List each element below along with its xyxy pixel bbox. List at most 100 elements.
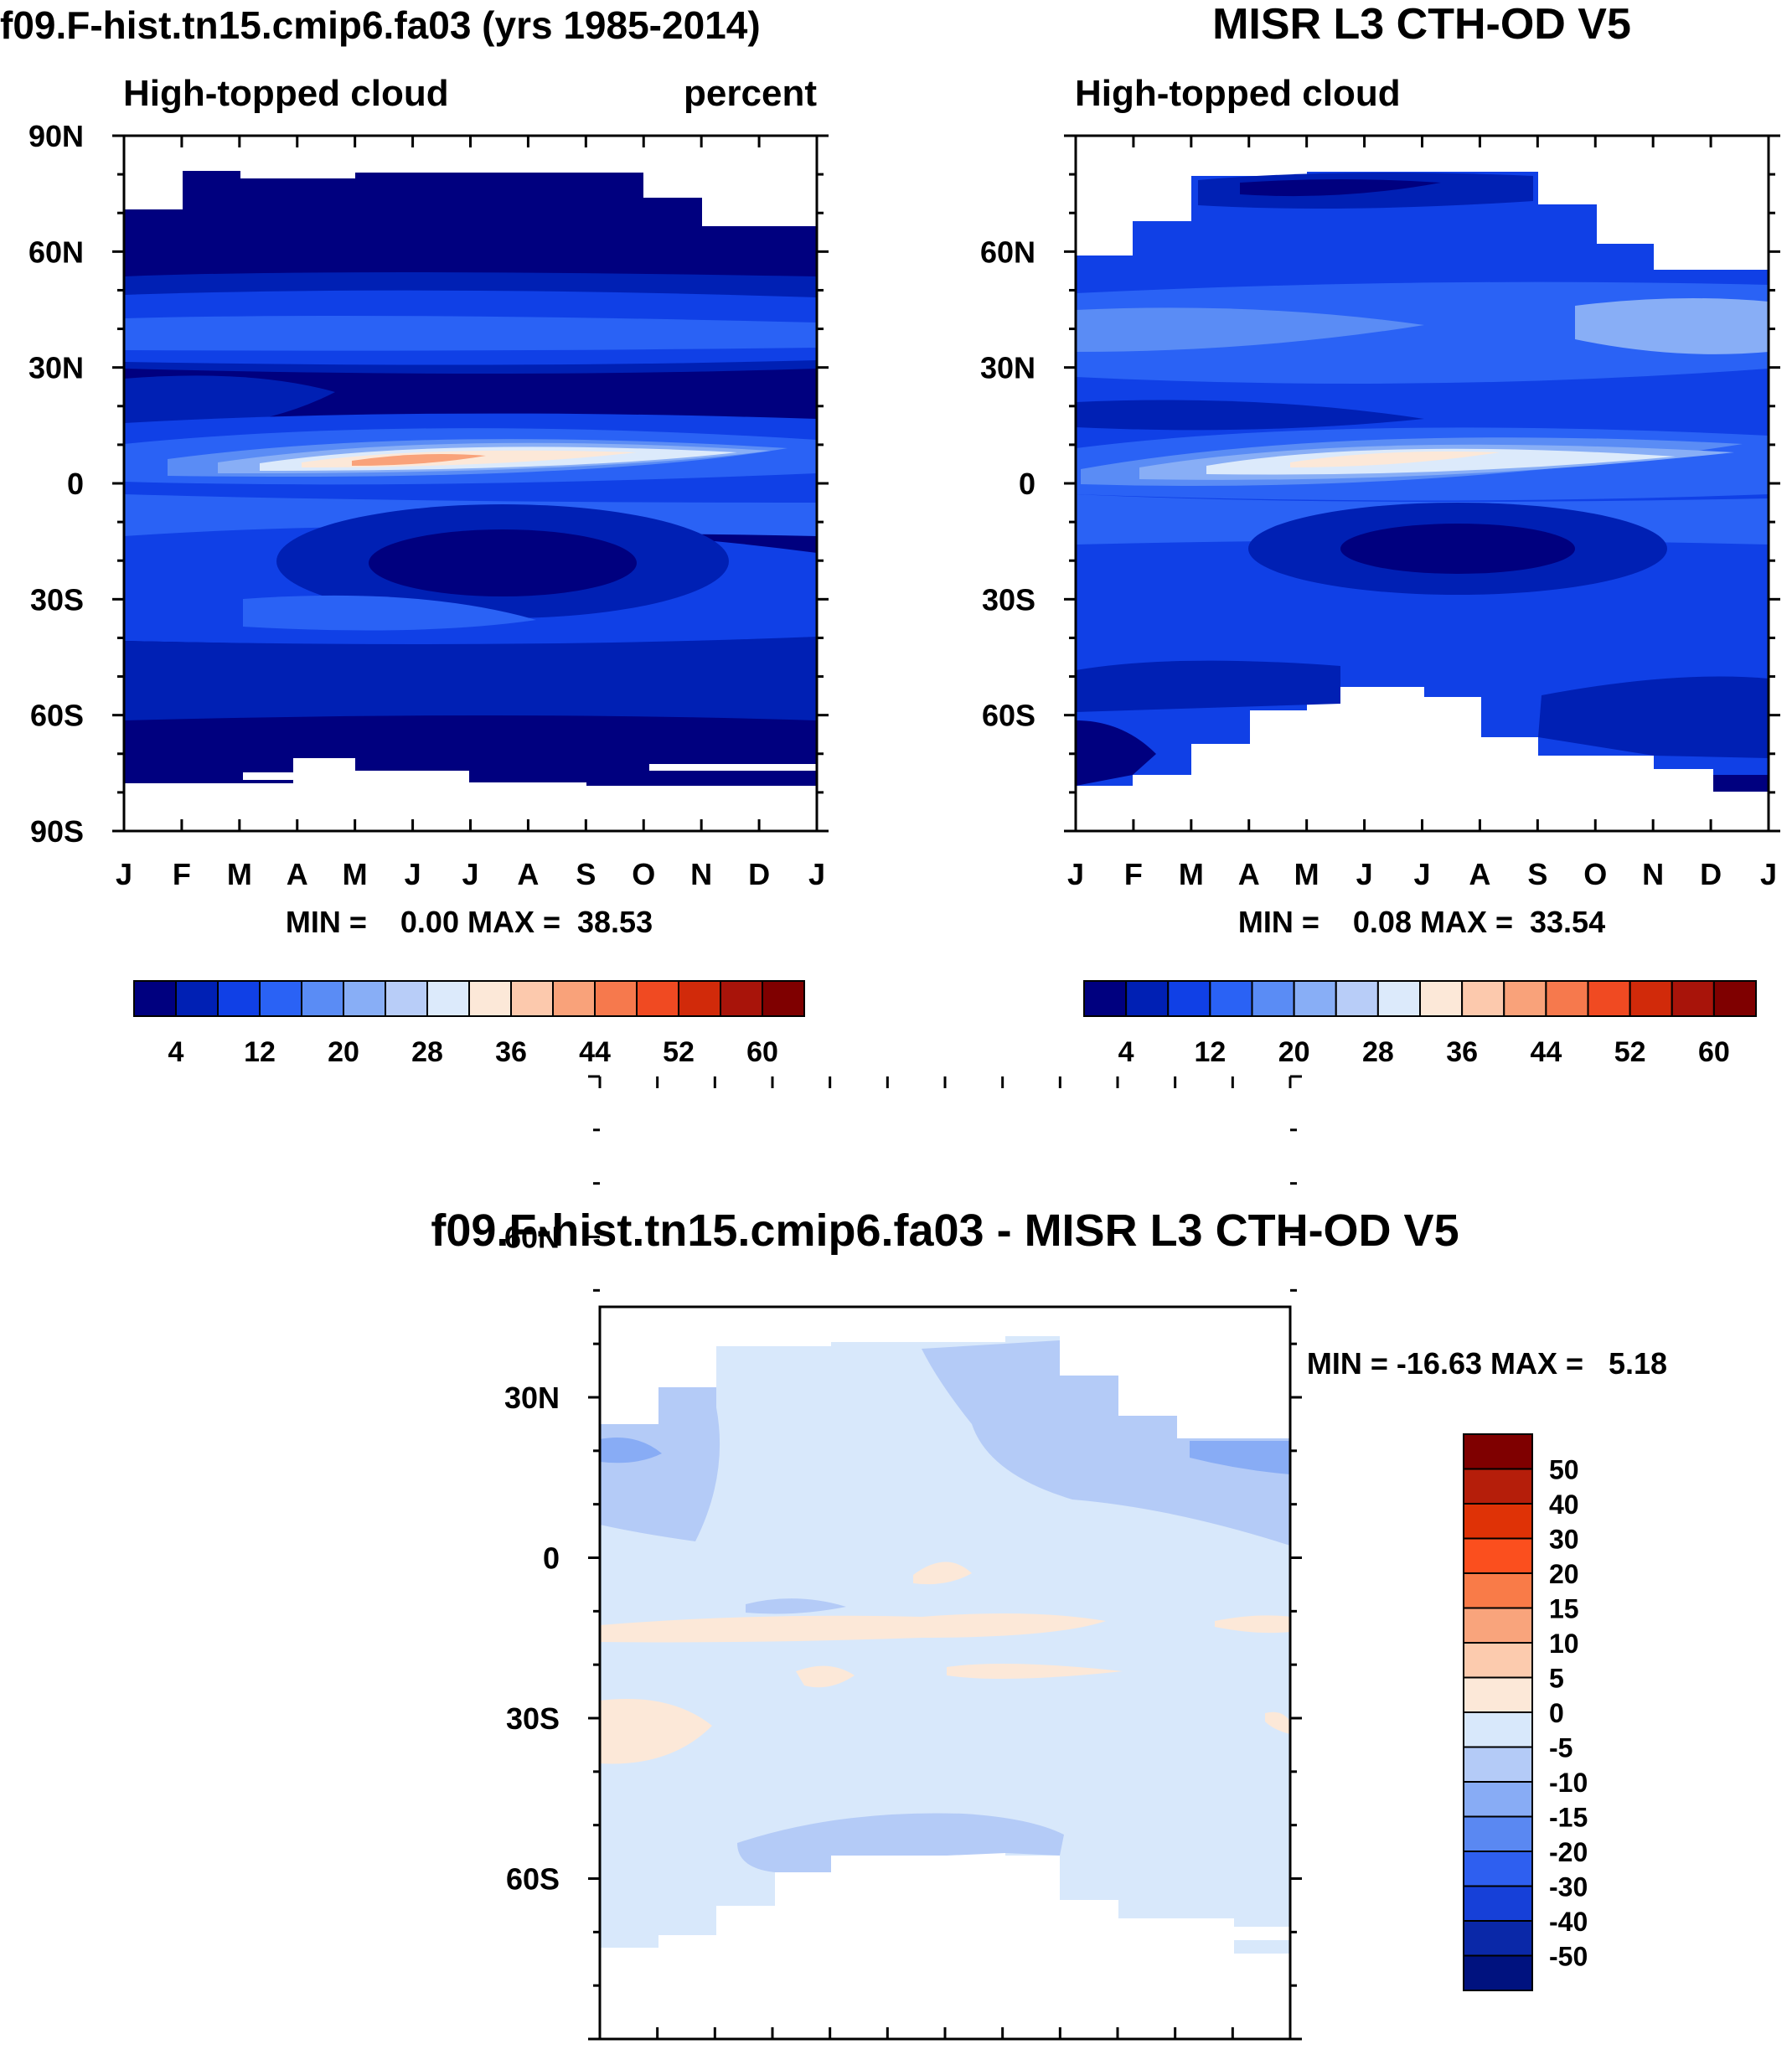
colorbar-swatch (1293, 980, 1337, 1017)
colorbar-swatch (343, 980, 386, 1017)
colorbar-swatch (1463, 1920, 1533, 1957)
panel-diff-field (600, 1307, 1290, 2039)
colorbar-tick-label: 52 (1614, 1036, 1646, 1068)
panel-model: f09.F-hist.tn15.cmip6.fa03 (yrs 1985-201… (0, 3, 829, 1068)
field-band-north-inner (124, 315, 817, 351)
x-tick-label: J (1356, 857, 1373, 891)
x-tick-label: S (1527, 857, 1547, 891)
x-tick-label: J (116, 857, 132, 891)
y-tick-label: 30N (28, 351, 84, 385)
colorbar-tick-label: 50 (1549, 1455, 1579, 1485)
colorbar-swatch (1463, 1468, 1533, 1505)
x-tick-label: N (1642, 857, 1664, 891)
y-tick-label: 30S (506, 1701, 560, 1736)
colorbar-swatch (1629, 980, 1673, 1017)
field-band-north-east-inner (1190, 1441, 1290, 1474)
colorbar-swatch (1463, 1851, 1533, 1887)
field-band-subtrop-n (1076, 400, 1424, 431)
x-tick-label: D (748, 857, 770, 891)
panel-model-axes: J F M A M J J A S O N D J 90N 60N 30N 0 30S 60S 90S (28, 119, 829, 891)
colorbar-tick-label: 60 (746, 1036, 778, 1068)
panel-obs-title: MISR L3 CTH-OD V5 (1212, 0, 1631, 49)
colorbar-tick-label: 60 (1698, 1036, 1730, 1068)
field-band-south-west (1076, 720, 1156, 786)
y-tick-label: 30S (982, 582, 1035, 617)
colorbar-swatch (1209, 980, 1253, 1017)
colorbar-swatch (1463, 1954, 1533, 1991)
field-band-itcz-east (1215, 1615, 1290, 1634)
field-band-north-east (922, 1340, 1290, 1546)
field-gap-strip (1713, 775, 1769, 792)
colorbar-swatch (1671, 980, 1715, 1017)
colorbar-tick-label: 4 (1118, 1036, 1134, 1068)
x-tick-label: M (343, 857, 368, 891)
colorbar-tick-label: 36 (1446, 1036, 1478, 1068)
field-band-midlat-n-inner (1076, 307, 1424, 352)
field-band-subtrop-n-warm (913, 1562, 972, 1585)
x-tick-label: J (808, 857, 825, 891)
x-tick-label: J (1760, 857, 1777, 891)
y-tick-label: 0 (1019, 467, 1035, 501)
x-tick-label: M (1294, 857, 1319, 891)
colorbar-tick-label: 40 (1549, 1489, 1579, 1520)
colorbar-swatch (1463, 1676, 1533, 1713)
colorbar-swatch (510, 980, 554, 1017)
field-gap-strip (649, 764, 817, 771)
colorbar-swatch (1463, 1746, 1533, 1783)
y-tick-label: 30S (30, 582, 84, 617)
x-tick-label: N (1165, 2065, 1186, 2070)
colorbar-tick-label: 0 (1549, 1698, 1564, 1728)
colorbar-swatch (175, 980, 219, 1017)
field-band-midlat-s (243, 595, 536, 631)
field-gap-strip (298, 761, 352, 767)
colorbar-tick-label: -30 (1549, 1872, 1588, 1902)
field-band-subtrop-s-warm-east (1265, 1711, 1290, 1734)
field-gap-strip (1234, 1940, 1290, 1954)
colorbar-swatch (1463, 1503, 1533, 1540)
x-tick-label: S (1050, 2065, 1070, 2070)
field-minimum-core (1340, 524, 1575, 574)
colorbar-tick-label: -15 (1549, 1803, 1588, 1833)
colorbar-swatch (133, 980, 177, 1017)
field-band-south-east (1538, 676, 1769, 758)
x-tick-label: O (1106, 2065, 1129, 2070)
field-band-subtrop-s-warm (600, 1699, 712, 1764)
y-tick-label: 60N (28, 235, 84, 269)
x-tick-label: A (1238, 857, 1260, 891)
panel-diff-title: f09.F-hist.tn15.cmip6.fa03 - MISR L3 CTH… (431, 1205, 1459, 1256)
colorbar-tick-label: -40 (1549, 1907, 1588, 1937)
colorbar-tick-label: 44 (1530, 1036, 1562, 1068)
colorbar-swatch (1461, 980, 1505, 1017)
field-band-itcz-5 (352, 454, 486, 466)
x-tick-label: J (937, 2065, 953, 2070)
x-tick-label: J (1282, 2065, 1299, 2070)
colorbar-swatch (1463, 1537, 1533, 1574)
colorbar-tick-label: 30 (1549, 1525, 1579, 1555)
colorbar-swatch (1463, 1607, 1533, 1644)
colorbar-swatch (259, 980, 302, 1017)
colorbar-tick-label: 20 (1278, 1036, 1310, 1068)
y-tick-label: 60N (504, 1221, 560, 1255)
x-tick-label: D (1221, 2065, 1243, 2070)
y-tick-label: 60S (506, 1862, 560, 1897)
colorbar-swatch (1463, 1815, 1533, 1852)
colorbar-tick-label: 4 (168, 1036, 184, 1068)
panel-obs-field (1076, 136, 1769, 831)
colorbar-tick-label: 15 (1549, 1594, 1579, 1624)
x-tick-label: A (1469, 857, 1490, 891)
field-band-subtrop-n (746, 1598, 846, 1614)
colorbar-swatch (1463, 1711, 1533, 1748)
field-band-tropics-warm-east (947, 1664, 1123, 1679)
colorbar-swatch (1503, 980, 1547, 1017)
colorbar-tick-label: -50 (1549, 1942, 1588, 1972)
field-band-north-west (600, 1387, 720, 1541)
colorbar-tick-label: 20 (328, 1036, 359, 1068)
panel-obs-stats: MIN = 0.08 MAX = 33.54 (1238, 905, 1605, 939)
field-band-midlat-n-east (1575, 298, 1769, 354)
colorbar-swatch (1587, 980, 1631, 1017)
colorbar-swatch (1083, 980, 1128, 1017)
x-tick-label: A (762, 2065, 783, 2070)
